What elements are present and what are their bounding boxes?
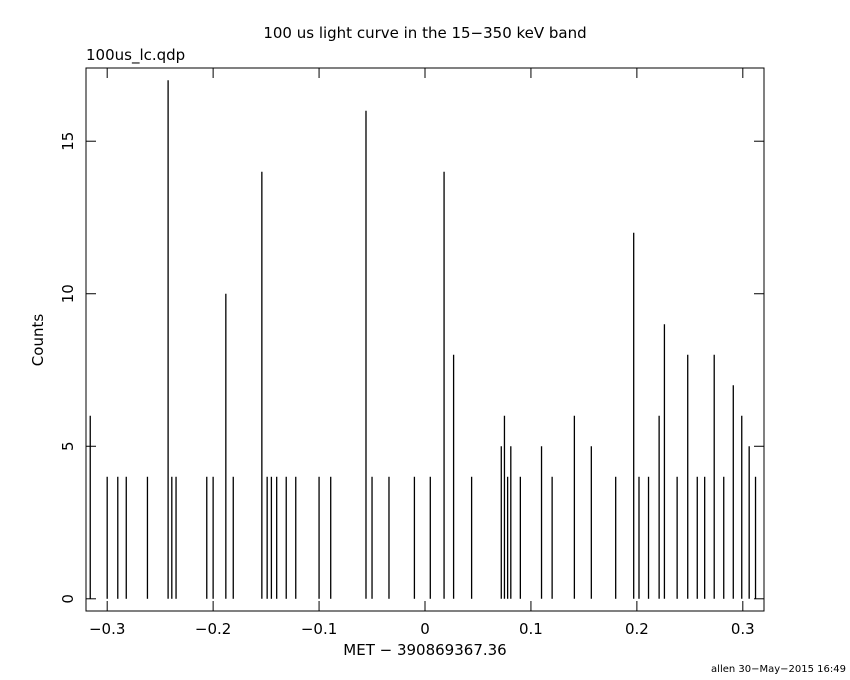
x-axis-label: MET − 390869367.36	[343, 641, 506, 659]
y-axis-label: Counts	[29, 314, 47, 367]
y-tick-label: 0	[59, 594, 77, 604]
x-tick-label: −0.2	[195, 620, 231, 638]
x-tick-label: 0.1	[519, 620, 543, 638]
y-tick-label: 5	[59, 441, 77, 451]
y-tick-label: 10	[59, 284, 77, 303]
x-tick-label: 0.2	[625, 620, 649, 638]
x-tick-label: 0	[420, 620, 430, 638]
x-tick-label: 0.3	[731, 620, 755, 638]
footer: allen 30−May−2015 16:49	[711, 664, 846, 675]
x-tick-label: −0.3	[89, 620, 125, 638]
chart-title: 100 us light curve in the 15−350 keV ban…	[263, 24, 586, 42]
file-label: 100us_lc.qdp	[86, 46, 185, 65]
y-tick-label: 15	[59, 132, 77, 151]
x-tick-label: −0.1	[301, 620, 337, 638]
plot-frame	[85, 67, 765, 612]
